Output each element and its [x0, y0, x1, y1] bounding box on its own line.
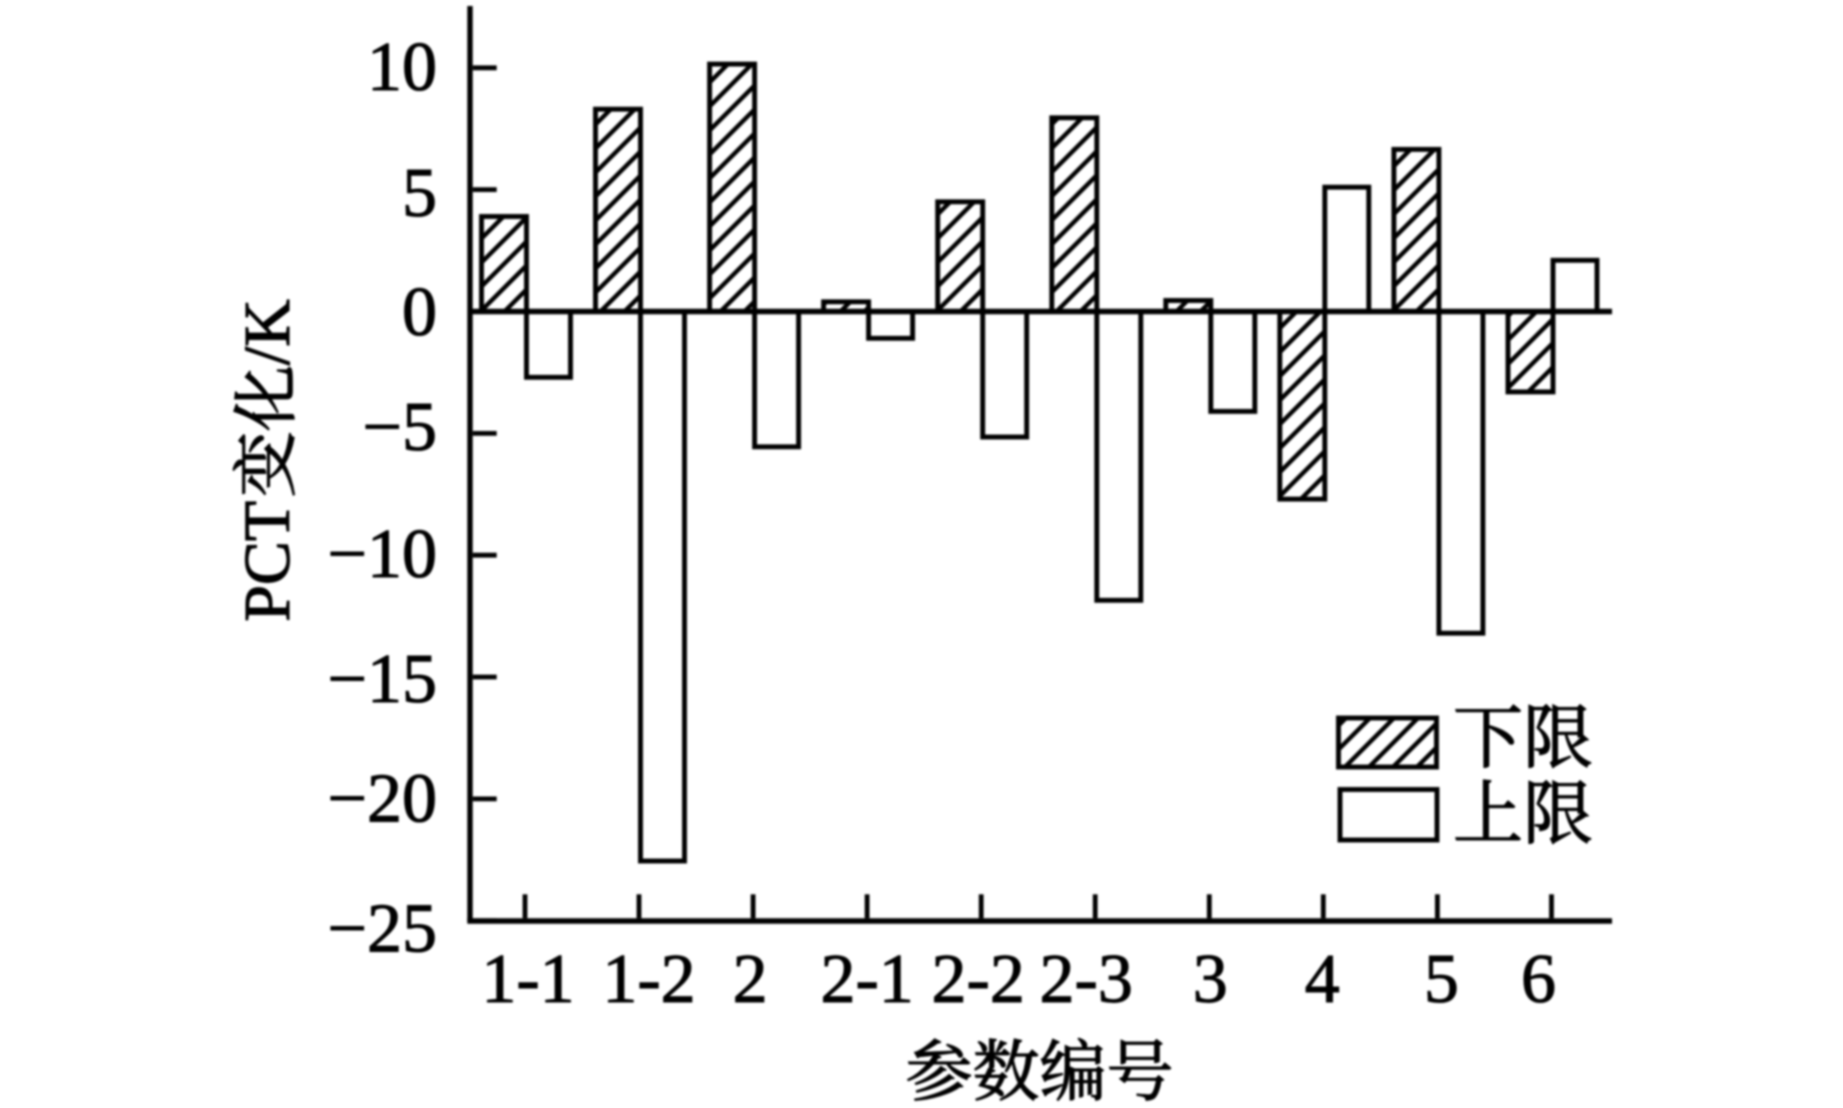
svg-text:1-1: 1-1	[481, 941, 574, 1018]
svg-text:−25: −25	[328, 891, 437, 968]
svg-text:5: 5	[1424, 941, 1459, 1018]
svg-text:2-3: 2-3	[1040, 941, 1133, 1018]
svg-text:−10: −10	[328, 516, 437, 593]
svg-text:−5: −5	[363, 389, 437, 466]
svg-text:6: 6	[1521, 941, 1556, 1018]
svg-text:/K: /K	[231, 299, 304, 365]
svg-text:2-1: 2-1	[820, 941, 913, 1018]
svg-text:−20: −20	[328, 761, 437, 838]
svg-text:4: 4	[1305, 941, 1340, 1018]
svg-text:1-2: 1-2	[602, 941, 695, 1018]
svg-text:−15: −15	[328, 641, 437, 718]
svg-text:3: 3	[1193, 941, 1228, 1018]
svg-text:0: 0	[402, 274, 437, 351]
svg-text:2: 2	[733, 941, 768, 1018]
svg-text:5: 5	[402, 155, 437, 232]
svg-text:10: 10	[367, 29, 437, 106]
svg-text:PCT: PCT	[231, 501, 304, 622]
svg-text:2-2: 2-2	[932, 941, 1025, 1018]
